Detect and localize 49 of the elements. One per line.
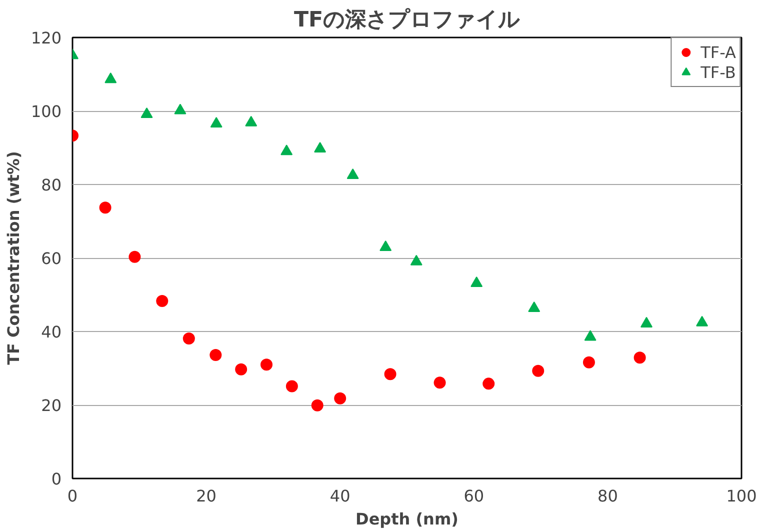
- point: [314, 142, 326, 153]
- point: [174, 104, 186, 114]
- y-tick-label: 40: [41, 322, 62, 342]
- y-tick-label: 120: [30, 28, 62, 48]
- point: [482, 378, 495, 390]
- y-tick-label: 20: [41, 396, 62, 415]
- point: [104, 72, 117, 84]
- point: [384, 368, 396, 380]
- y-tick-label: 80: [41, 176, 62, 194]
- point: [584, 330, 596, 341]
- point: [140, 107, 153, 118]
- point: [380, 240, 392, 252]
- point: [434, 376, 446, 389]
- point: [640, 316, 652, 328]
- legend-label: TF-A: [700, 42, 736, 62]
- point: [410, 254, 422, 266]
- point: [334, 392, 346, 404]
- point: [99, 202, 112, 214]
- point: [260, 358, 273, 371]
- point: [470, 276, 483, 288]
- point: [128, 250, 141, 263]
- y-tick-label: 60: [41, 249, 62, 268]
- point: [532, 364, 544, 377]
- x-tick-label: 0: [67, 486, 78, 506]
- point: [311, 399, 324, 412]
- x-tick-label: 40: [330, 486, 350, 506]
- y-tick-label: 100: [30, 102, 62, 121]
- chart-title: TFの深さプロファイル: [294, 8, 520, 32]
- point: [210, 349, 222, 362]
- legend-label: TF-B: [700, 62, 736, 82]
- y-axis-title: TF Concentration (wt%): [4, 151, 23, 365]
- point: [634, 352, 646, 364]
- point: [696, 316, 708, 326]
- point: [528, 301, 540, 312]
- point: [182, 332, 195, 344]
- x-tick-label: 20: [196, 486, 216, 506]
- point: [235, 363, 248, 376]
- x-tick-label: 100: [726, 486, 757, 506]
- point: [156, 295, 168, 307]
- x-axis-title: Depth (nm): [356, 510, 458, 528]
- y-tick-label: 0: [51, 470, 62, 488]
- point: [346, 168, 359, 179]
- x-tick-label: 80: [598, 486, 618, 506]
- point: [280, 144, 293, 156]
- x-tick-label: 60: [464, 486, 484, 506]
- point: [582, 356, 595, 368]
- point: [286, 380, 298, 392]
- point: [210, 117, 222, 128]
- point: [245, 116, 258, 126]
